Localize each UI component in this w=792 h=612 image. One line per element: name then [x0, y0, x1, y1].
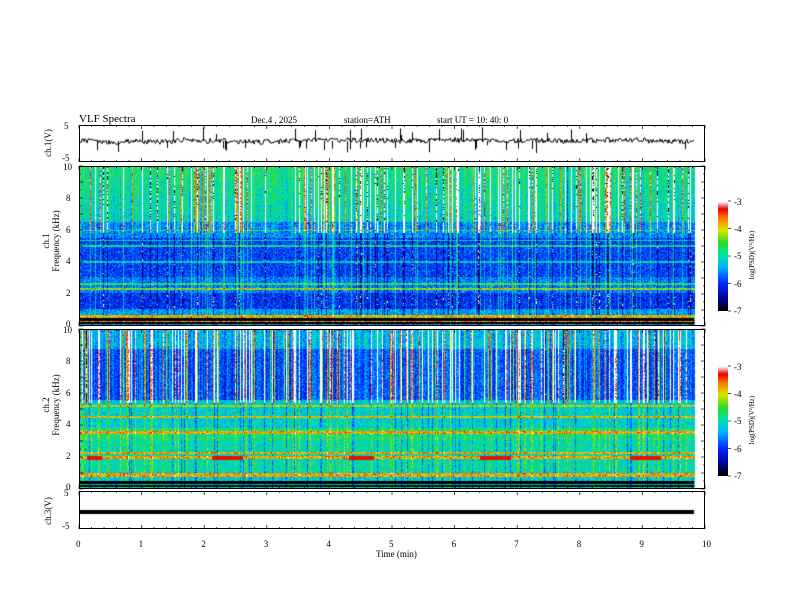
x-tick-label: 0 [76, 539, 81, 549]
x-tick-label: 9 [639, 539, 644, 549]
x-tick-label: 8 [576, 539, 582, 549]
ch2-spec-ytick: 2 [66, 451, 71, 461]
x-tick-label: 10 [702, 539, 711, 549]
x-tick-label: 2 [201, 539, 206, 549]
ch1-spec-ytick: 0 [66, 319, 71, 329]
ch1-spec-ytick: 6 [66, 225, 71, 235]
ch2-spec-ytick: 4 [66, 419, 71, 429]
ch2-spec-ytick: 8 [66, 356, 71, 366]
x-tick-label: 7 [514, 539, 519, 549]
ch1-waveform-trace [80, 126, 704, 161]
cb2-label: log(PSD)(V²/Hz) [748, 395, 756, 445]
ch1-colorbar-gradient [718, 201, 728, 311]
x-tick-label: 1 [138, 539, 144, 549]
ch1-spec-ytick: 10 [63, 162, 72, 172]
ch1-spec-ytick: 2 [66, 288, 71, 298]
cb1-tick: -3 [734, 197, 742, 207]
cb2-tick: -3 [734, 362, 742, 372]
cb1-label: log(PSD)(V²/Hz) [748, 230, 756, 280]
cb1-tick: -5 [734, 251, 742, 261]
ch1-spec-ylabel-line2: Frequency (kHz) [51, 210, 61, 272]
x-tick-label: 4 [326, 539, 331, 549]
x-tick-label: 5 [389, 539, 394, 549]
ch3-wave-ytick-top: 5 [64, 488, 69, 498]
chart-title: VLF Spectra [79, 113, 136, 125]
ch1-wave-ytick-top: 5 [64, 121, 69, 131]
ch2-spec-ylabel-line2: Frequency (kHz) [51, 374, 61, 436]
ch2-colorbar-gradient [718, 366, 728, 476]
ch3-wave-ytick-bottom: -5 [62, 521, 70, 531]
ch1-spec-ytick: 4 [66, 256, 71, 266]
ch2-spectrogram-image [80, 330, 704, 488]
start-time-label: start UT = 10: 40: 0 [437, 115, 509, 125]
cb2-tick: -7 [734, 471, 742, 481]
ch1-spectrogram-panel [79, 166, 705, 326]
ch2-spec-ytick: 6 [66, 388, 71, 398]
ch2-colorbar [718, 366, 728, 476]
ch3-wave-ylabel: ch.3(V) [43, 497, 53, 525]
date-label: Dec.4 , 2025 [251, 115, 297, 125]
ch1-wave-ylabel: ch.1(V) [43, 129, 53, 157]
cb2-tick: -6 [734, 444, 742, 454]
cb1-tick: -6 [734, 279, 742, 289]
ch1-spec-ytick: 8 [66, 193, 71, 203]
cb2-tick: -5 [734, 416, 742, 426]
ch2-spec-ytick: 0 [66, 482, 71, 492]
cb1-tick: -4 [734, 224, 742, 234]
x-tick-label: 6 [451, 539, 457, 549]
ch1-wave-ytick-bottom: -5 [62, 153, 70, 163]
cb1-tick: -7 [734, 306, 742, 316]
ch2-spec-ytick: 10 [63, 325, 72, 335]
ch1-waveform-panel [79, 125, 705, 162]
x-axis-label: Time (min) [376, 549, 417, 559]
ch3-waveform-trace [80, 492, 704, 528]
ch2-spec-ylabel-line1: ch.2 [41, 397, 51, 413]
ch1-spec-ylabel-line1: ch.1 [41, 233, 51, 249]
ch1-spectrogram-image [80, 167, 704, 325]
ch1-colorbar [718, 201, 728, 311]
x-tick-label: 3 [263, 539, 269, 549]
station-label: station=ATH [344, 115, 391, 125]
cb2-tick: -4 [734, 389, 742, 399]
